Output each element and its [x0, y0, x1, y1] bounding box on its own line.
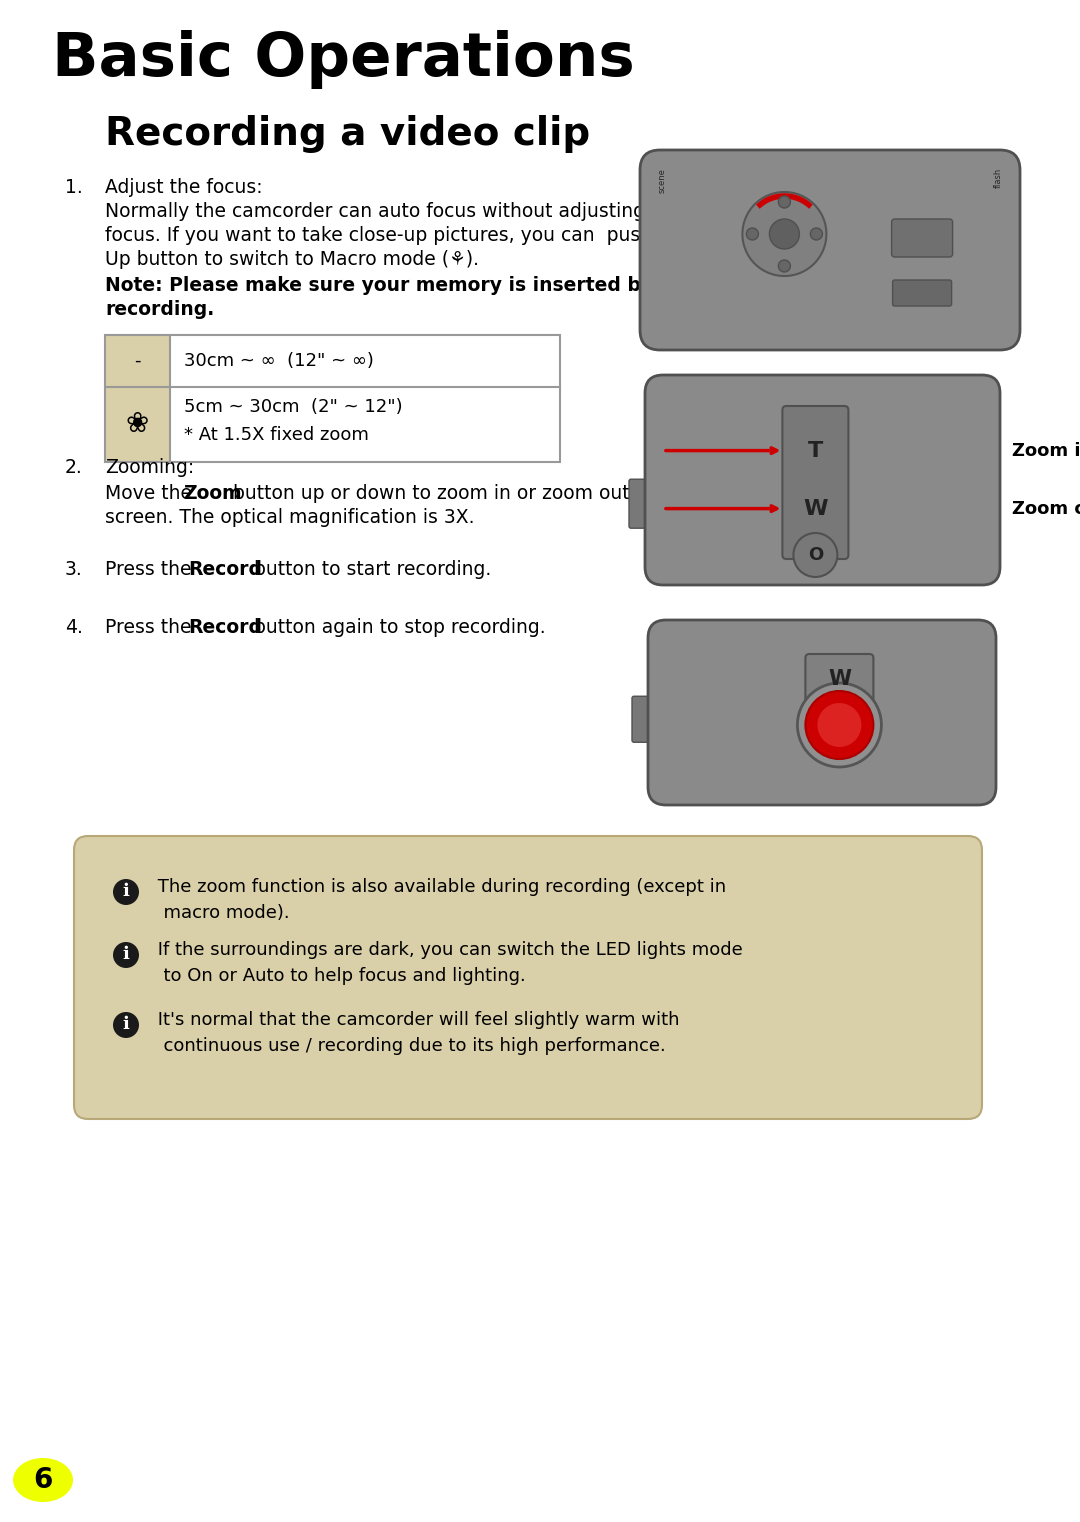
Text: button up or down to zoom in or zoom out the: button up or down to zoom in or zoom out…	[227, 484, 666, 502]
Text: -: -	[134, 352, 140, 370]
Text: Normally the camcorder can auto focus without adjusting: Normally the camcorder can auto focus wi…	[105, 202, 645, 221]
Text: ℹ: ℹ	[122, 1015, 130, 1033]
Text: Record: Record	[188, 560, 262, 578]
Text: If the surroundings are dark, you can switch the LED lights mode
  to On or Auto: If the surroundings are dark, you can sw…	[152, 941, 743, 985]
FancyBboxPatch shape	[782, 406, 849, 559]
Text: Zoom out: Zoom out	[1012, 499, 1080, 517]
Text: 1.: 1.	[65, 178, 83, 196]
Text: 30cm ~ ∞  (12" ~ ∞): 30cm ~ ∞ (12" ~ ∞)	[184, 352, 374, 370]
Text: Move the: Move the	[105, 484, 198, 502]
Text: * At 1.5X fixed zoom: * At 1.5X fixed zoom	[184, 426, 369, 444]
FancyBboxPatch shape	[75, 836, 982, 1119]
FancyBboxPatch shape	[892, 280, 951, 306]
Text: Note: Please make sure your memory is inserted before: Note: Please make sure your memory is in…	[105, 275, 697, 295]
Circle shape	[806, 691, 874, 759]
Text: Zoom: Zoom	[183, 484, 242, 502]
Text: screen. The optical magnification is 3X.: screen. The optical magnification is 3X.	[105, 508, 474, 527]
Text: button again to stop recording.: button again to stop recording.	[248, 618, 545, 638]
Text: scene: scene	[658, 167, 666, 193]
Text: O: O	[808, 546, 823, 565]
Text: recording.: recording.	[105, 300, 214, 320]
Text: ❀: ❀	[126, 411, 149, 438]
Text: 4.: 4.	[65, 618, 83, 638]
Circle shape	[797, 683, 881, 767]
Circle shape	[794, 533, 837, 577]
Text: Record: Record	[188, 618, 262, 638]
FancyBboxPatch shape	[640, 151, 1020, 350]
Text: It's normal that the camcorder will feel slightly warm with
  continuous use / r: It's normal that the camcorder will feel…	[152, 1011, 679, 1055]
Text: The zoom function is also available during recording (except in
  macro mode).: The zoom function is also available duri…	[152, 878, 726, 922]
Text: 2.: 2.	[65, 458, 83, 476]
Text: W: W	[828, 670, 851, 689]
Circle shape	[818, 703, 862, 747]
Circle shape	[746, 228, 758, 240]
FancyBboxPatch shape	[892, 219, 953, 257]
Circle shape	[779, 260, 791, 272]
Text: ℹ: ℹ	[122, 883, 130, 900]
Text: Basic Operations: Basic Operations	[52, 30, 635, 88]
Circle shape	[113, 942, 139, 968]
Text: Zoom in: Zoom in	[1012, 441, 1080, 460]
Text: Press the: Press the	[105, 618, 198, 638]
Text: flash: flash	[994, 167, 1002, 189]
Text: Zooming:: Zooming:	[105, 458, 194, 476]
Bar	[105, 335, 561, 463]
Circle shape	[113, 1012, 139, 1038]
Circle shape	[779, 196, 791, 209]
Text: button to start recording.: button to start recording.	[248, 560, 491, 578]
FancyBboxPatch shape	[648, 619, 996, 805]
Text: 3.: 3.	[65, 560, 83, 578]
Text: T: T	[808, 440, 823, 461]
Circle shape	[742, 192, 826, 275]
FancyBboxPatch shape	[806, 654, 874, 705]
Bar	[105, 335, 170, 387]
Text: 6: 6	[33, 1466, 53, 1495]
Text: Up button to switch to Macro mode (⚘).: Up button to switch to Macro mode (⚘).	[105, 250, 480, 269]
FancyBboxPatch shape	[645, 374, 1000, 584]
Text: Recording a video clip: Recording a video clip	[105, 116, 591, 154]
Circle shape	[769, 219, 799, 250]
Text: focus. If you want to take close-up pictures, you can  push the: focus. If you want to take close-up pict…	[105, 225, 689, 245]
Circle shape	[113, 880, 139, 906]
Text: W: W	[804, 499, 827, 519]
Bar	[105, 387, 170, 463]
Circle shape	[810, 228, 822, 240]
FancyBboxPatch shape	[632, 696, 650, 743]
Text: 5cm ~ 30cm  (2" ~ 12"): 5cm ~ 30cm (2" ~ 12")	[184, 397, 403, 416]
Text: Press the: Press the	[105, 560, 198, 578]
Ellipse shape	[13, 1458, 73, 1502]
Text: Adjust the focus:: Adjust the focus:	[105, 178, 262, 196]
Text: ℹ: ℹ	[122, 945, 130, 963]
FancyBboxPatch shape	[629, 479, 647, 528]
